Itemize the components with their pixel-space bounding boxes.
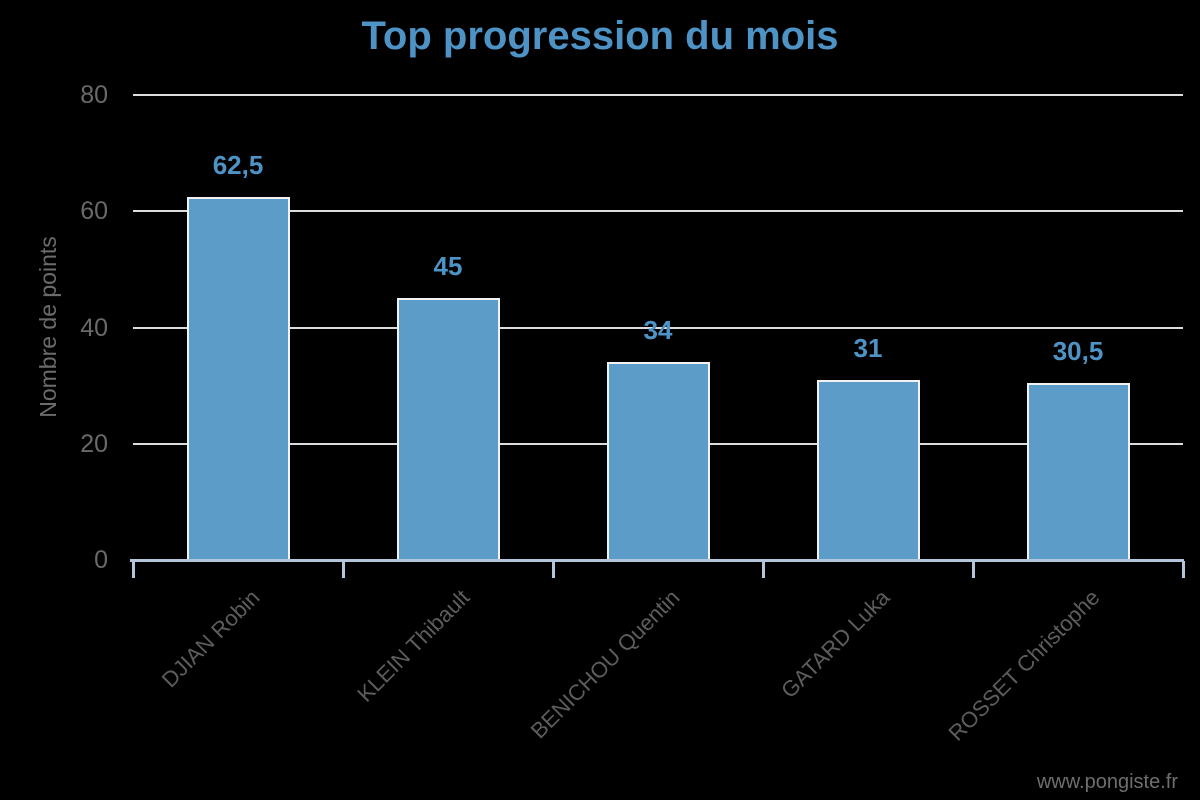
x-tick-label: ROSSET Christophe [943,584,1105,746]
gridline [133,210,1183,213]
bar [397,298,500,560]
bar-value-label: 62,5 [212,150,264,180]
gridline [133,94,1183,96]
x-tick-label: KLEIN Thibault [352,584,475,707]
y-tick-label: 80 [80,81,108,109]
x-axis-tick [552,561,555,578]
bar-value-label: 30,5 [1052,336,1104,366]
watermark: www.pongiste.fr [1036,771,1178,793]
gridline [133,326,1183,329]
x-axis-line [130,559,1184,562]
x-tick-label: DJIAN Robin [156,584,265,693]
bar [187,197,290,560]
x-axis-tick [1182,561,1185,578]
bar [817,380,920,560]
x-axis-tick [132,561,135,578]
y-tick-label: 0 [94,546,108,574]
x-tick-label: GATARD Luka [776,584,895,703]
x-axis-tick [762,561,765,578]
y-tick-label: 60 [80,197,108,226]
x-axis-tick [342,561,345,578]
bar-value-label: 45 [433,251,463,281]
y-tick-label: 40 [80,313,108,342]
bar-value-label: 31 [853,333,883,363]
y-tick-label: 20 [80,429,108,458]
x-axis-tick [972,561,975,578]
chart-title: Top progression du mois [361,14,839,58]
x-tick-label: BENICHOU Quentin [525,584,685,744]
bar [607,362,710,560]
bar-value-label: 34 [643,315,673,345]
bar [1027,383,1130,560]
